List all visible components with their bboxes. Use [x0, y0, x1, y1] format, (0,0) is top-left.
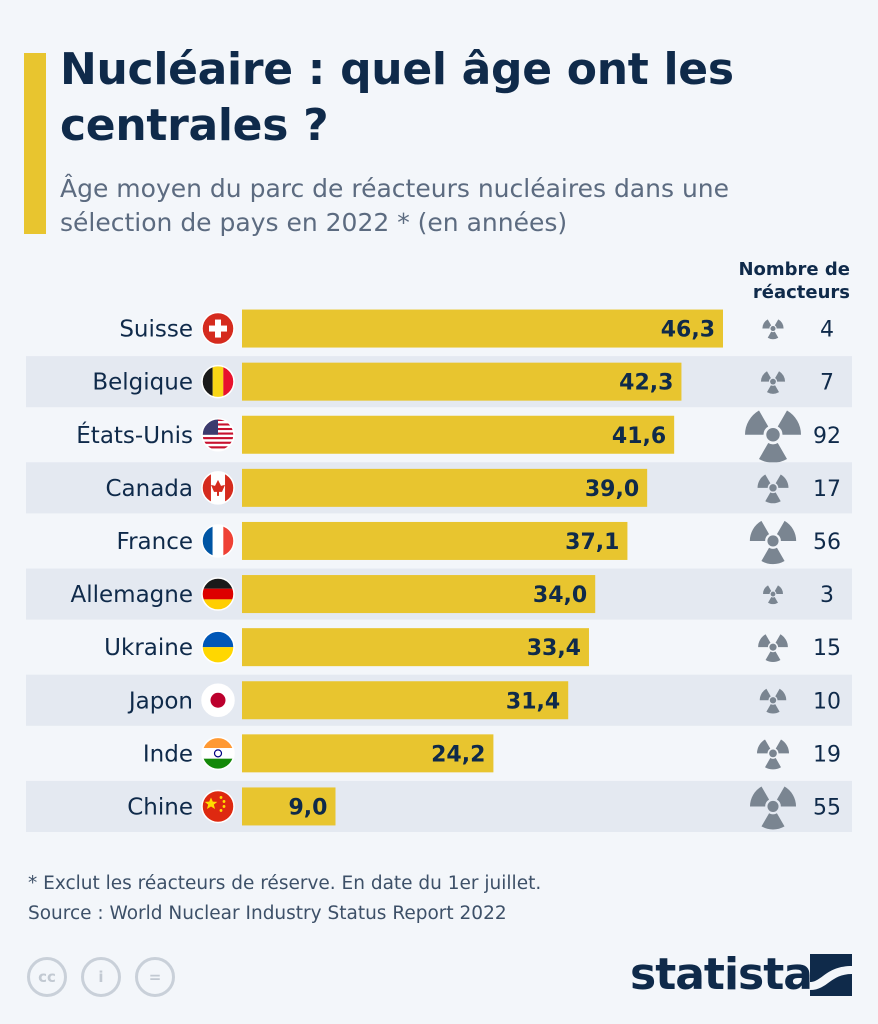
table-row: Allemagne 34,0 3 — [26, 568, 852, 620]
reactor-count: 7 — [820, 371, 834, 396]
radiation-icon — [759, 688, 787, 714]
data-label: 33,4 — [527, 636, 581, 661]
flag-icon — [201, 418, 235, 452]
flag-icon — [201, 630, 235, 664]
table-row: Japon 31,4 10 — [26, 674, 852, 726]
table-row: Ukraine 33,4 15 — [104, 628, 841, 667]
reactor-count: 19 — [813, 742, 841, 767]
reactor-count: 55 — [813, 795, 841, 820]
flag-icon — [201, 789, 235, 824]
bar — [242, 415, 675, 454]
cc-icon: cc — [27, 957, 67, 997]
radiation-icon — [757, 739, 789, 770]
by-icon: i — [81, 957, 121, 997]
data-label: 24,2 — [431, 742, 485, 767]
radiation-icon — [762, 319, 784, 340]
category-label: Allemagne — [71, 582, 194, 608]
radiation-icon — [745, 410, 801, 463]
category-label: Japon — [127, 688, 193, 714]
reactor-count: 10 — [813, 689, 841, 714]
bar — [242, 309, 723, 348]
category-label: Inde — [143, 741, 193, 767]
category-label: Chine — [127, 794, 193, 820]
flag-icon — [201, 524, 235, 558]
table-row: États-Unis 41,6 92 — [76, 410, 841, 463]
radiation-icon — [749, 520, 797, 565]
reactor-count-header: Nombre de réacteurs — [738, 259, 850, 303]
footnote: * Exclut les réacteurs de réserve. En da… — [28, 873, 542, 894]
bar — [242, 681, 569, 720]
reactor-count: 15 — [813, 636, 841, 661]
radiation-icon — [758, 634, 788, 663]
data-label: 9,0 — [289, 795, 328, 820]
bar — [242, 575, 596, 614]
reactor-count: 56 — [813, 530, 841, 555]
title-accent-bar — [24, 53, 46, 234]
data-label: 37,1 — [565, 530, 619, 555]
bar — [242, 787, 336, 826]
bar — [242, 468, 648, 507]
flag-icon — [201, 311, 235, 346]
chart-title: Nucléaire : quel âge ont les centrales ? — [60, 44, 734, 151]
statista-logo-mark-icon — [810, 954, 852, 996]
reactor-count: 17 — [813, 477, 841, 502]
data-label: 42,3 — [619, 371, 673, 396]
category-label: États-Unis — [76, 421, 193, 449]
bar — [242, 521, 628, 560]
bar — [242, 734, 494, 773]
category-label: Belgique — [92, 370, 193, 396]
chart-subtitle: Âge moyen du parc de réacteurs nucléaire… — [60, 174, 730, 237]
reactor-count: 3 — [820, 583, 834, 608]
bar — [242, 628, 589, 667]
radiation-icon — [757, 474, 789, 504]
category-label: France — [117, 529, 193, 555]
table-row: Canada 39,0 17 — [26, 462, 852, 514]
flag-icon — [201, 364, 235, 399]
radiation-icon — [763, 585, 783, 605]
flag-icon — [201, 736, 235, 771]
reactor-count: 4 — [820, 318, 834, 343]
reactor-count: 92 — [813, 424, 841, 449]
statista-logo-text: statista — [630, 949, 813, 1000]
category-label: Ukraine — [104, 635, 193, 661]
statista-logo[interactable]: statista — [630, 946, 856, 1004]
row-stripe — [26, 780, 852, 832]
source-note: Source : World Nuclear Industry Status R… — [28, 903, 507, 924]
flag-icon — [201, 577, 235, 611]
data-label: 41,6 — [612, 424, 666, 449]
data-label: 46,3 — [661, 318, 715, 343]
data-label: 31,4 — [506, 689, 560, 714]
data-label: 34,0 — [533, 583, 587, 608]
category-label: Suisse — [119, 317, 193, 343]
bar — [242, 362, 682, 401]
table-row: France 37,1 56 — [117, 520, 841, 565]
table-row: Suisse 46,3 4 — [119, 309, 834, 348]
table-row: Inde 24,2 19 — [143, 734, 841, 773]
nd-icon: = — [135, 957, 175, 997]
flag-icon — [201, 683, 235, 717]
table-row: Chine 9,0 55 — [26, 780, 852, 832]
category-label: Canada — [105, 476, 193, 502]
flag-icon — [201, 471, 235, 505]
radiation-icon — [749, 786, 797, 830]
radiation-icon — [760, 371, 786, 394]
data-label: 39,0 — [585, 477, 639, 502]
table-row: Belgique 42,3 7 — [26, 356, 852, 408]
